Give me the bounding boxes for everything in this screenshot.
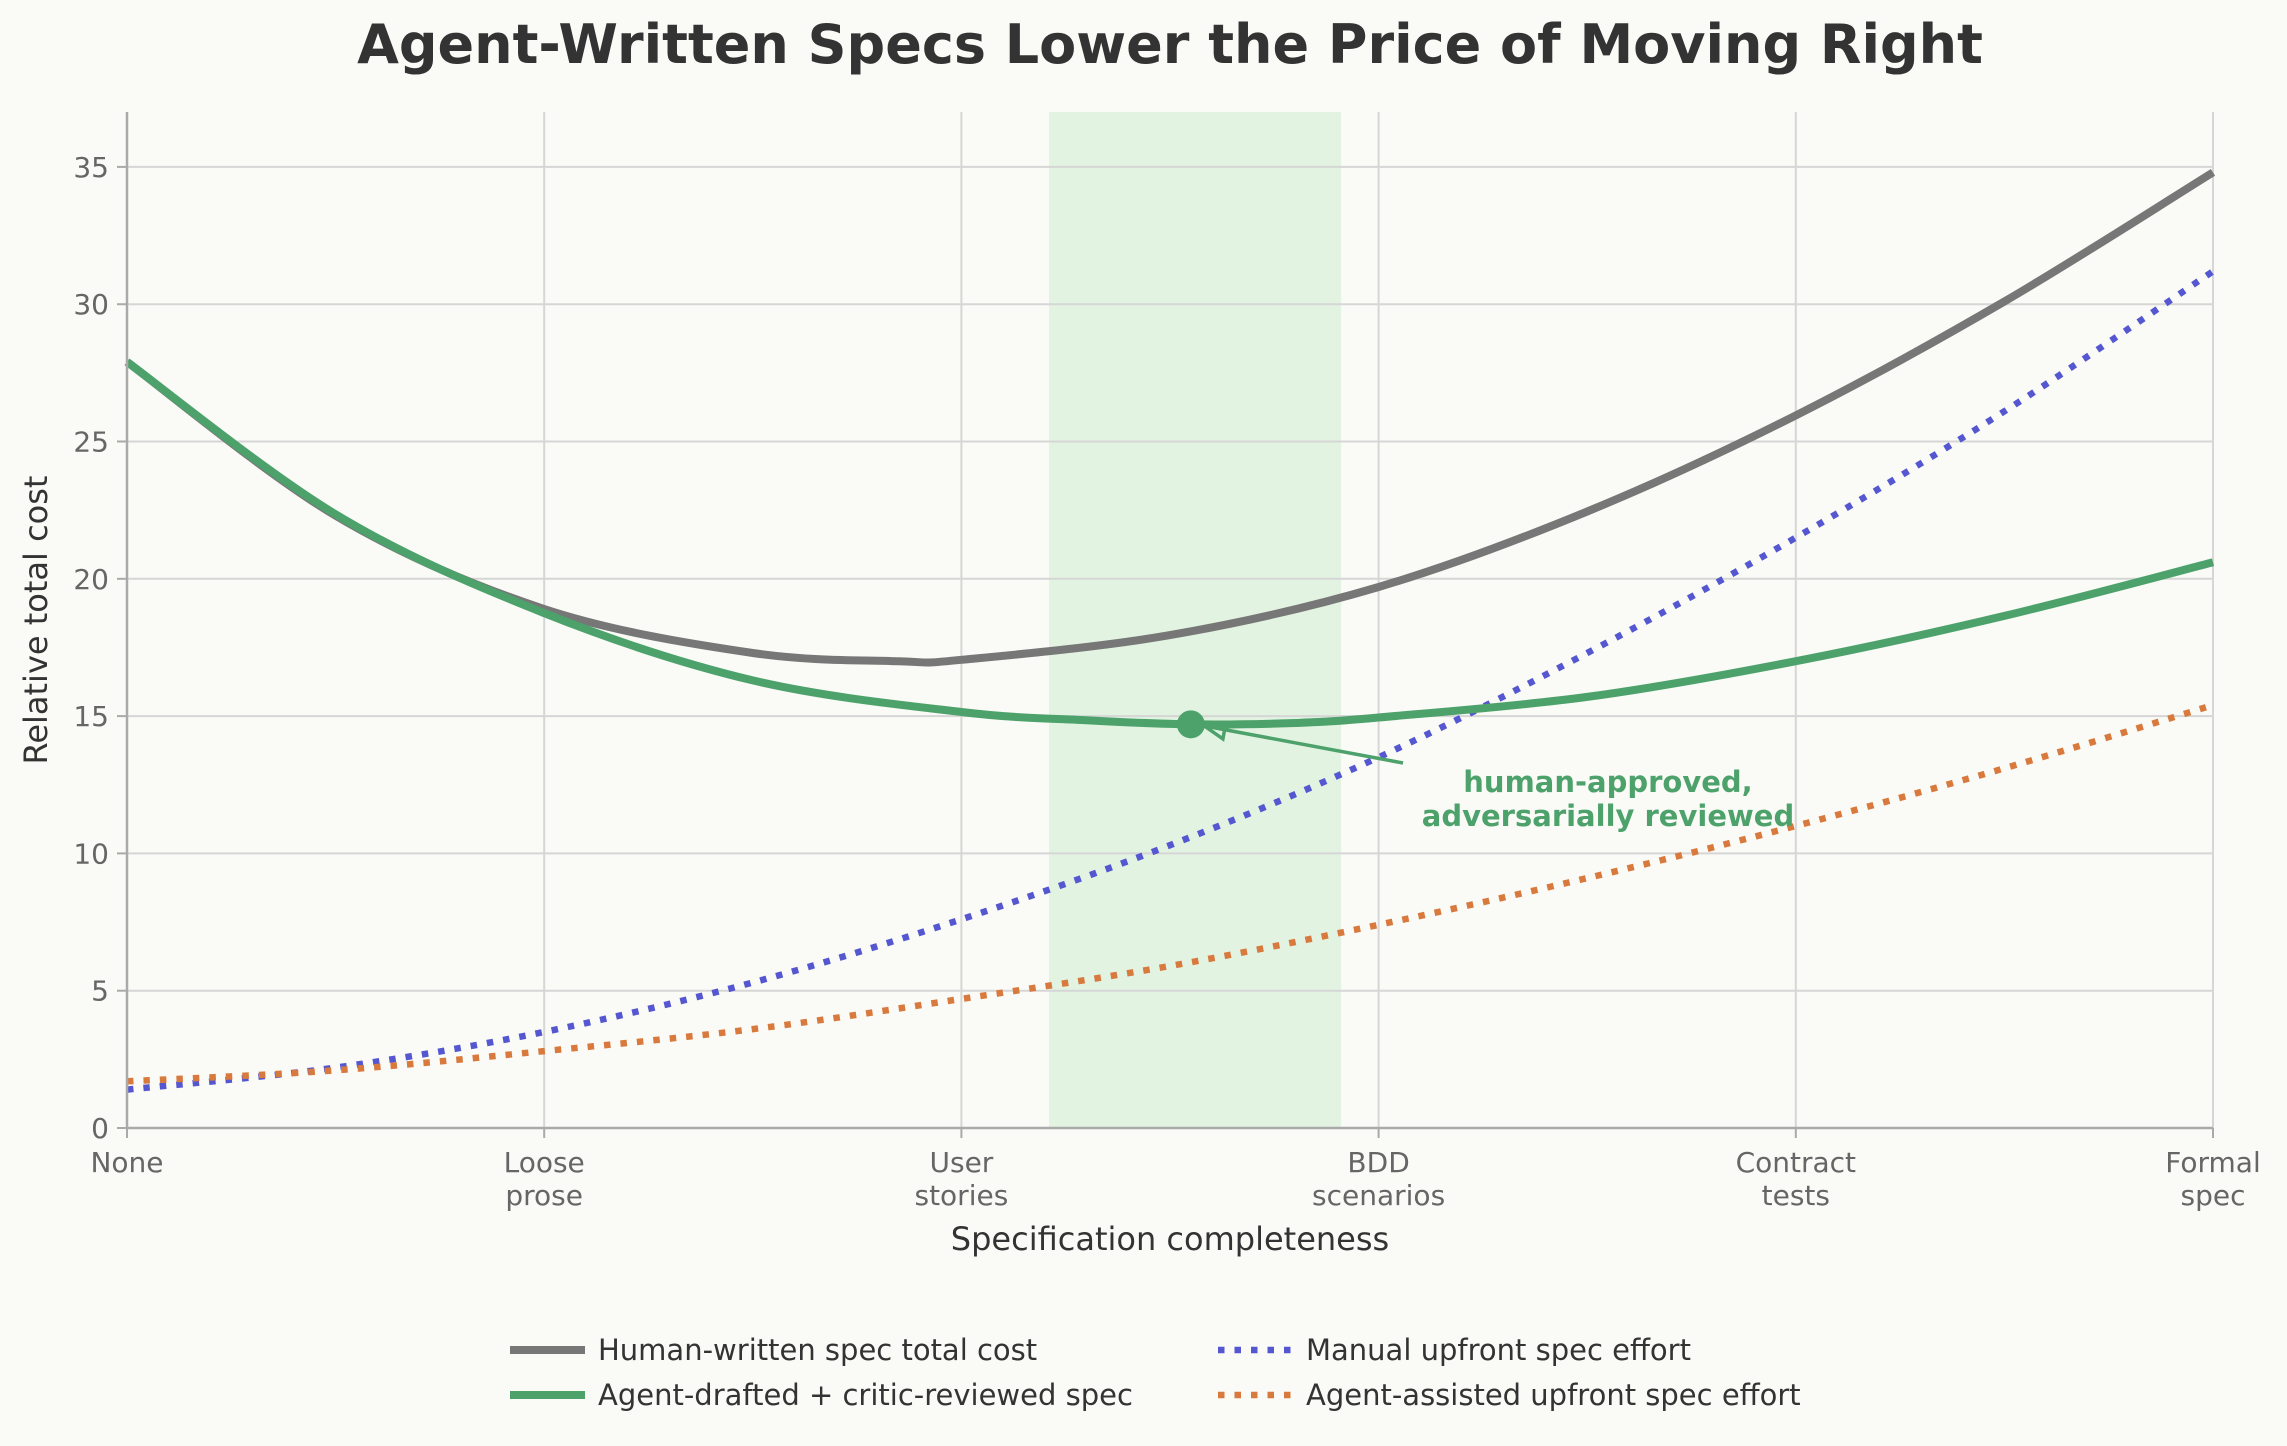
y-axis-title: Relative total cost <box>17 476 55 765</box>
y-tick-label: 10 <box>73 837 109 870</box>
legend-label: Manual upfront spec effort <box>1306 1333 1691 1367</box>
y-tick-label: 20 <box>73 563 109 596</box>
x-tick-label: stories <box>914 1179 1008 1212</box>
legend-label: Human-written spec total cost <box>598 1333 1037 1367</box>
annotation-label: adversarially reviewed <box>1422 799 1794 833</box>
x-tick-label: Formal <box>2165 1146 2260 1179</box>
x-axis-title: Specification completeness <box>951 1220 1389 1258</box>
y-tick-label: 30 <box>73 288 109 321</box>
series-line-2 <box>126 268 2215 1093</box>
x-tick-label: User <box>929 1146 993 1179</box>
x-tick-label: spec <box>2181 1179 2246 1212</box>
legend-label: Agent-assisted upfront spec effort <box>1306 1378 1801 1412</box>
x-tick-label: Contract <box>1736 1146 1856 1179</box>
annotation-label: human-approved, <box>1463 765 1752 799</box>
x-tick-label: Loose <box>504 1146 585 1179</box>
x-tick-label: None <box>90 1146 163 1179</box>
annotation-arrow <box>1206 724 1404 765</box>
y-tick-label: 0 <box>91 1112 109 1145</box>
y-tick-label: 35 <box>73 151 109 184</box>
x-tick-label: scenarios <box>1312 1179 1445 1212</box>
legend-label: Agent-drafted + critic-reviewed spec <box>598 1378 1133 1412</box>
y-tick-label: 15 <box>73 700 109 733</box>
chart-title: Agent-Written Specs Lower the Price of M… <box>357 13 1983 76</box>
sweet-spot-band <box>1049 112 1342 1128</box>
x-tick-label: prose <box>505 1179 583 1212</box>
x-tick-label: tests <box>1762 1179 1830 1212</box>
y-tick-label: 25 <box>73 426 109 459</box>
optimum-point-marker <box>1176 710 1205 739</box>
series-line-1 <box>124 358 2215 729</box>
y-tick-label: 5 <box>91 975 109 1008</box>
x-tick-label: BDD <box>1347 1146 1409 1179</box>
annotation-arrowhead <box>1203 720 1228 742</box>
